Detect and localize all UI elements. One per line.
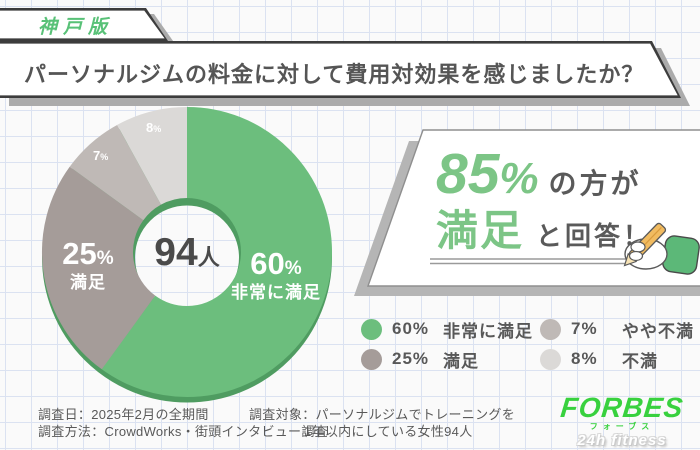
donut-segment-somewhat-dissatisfied [42,107,332,397]
legend-pct: 8% [571,349,598,368]
legend-dot-dissatisfied [540,348,561,370]
logo-kana-text: フォーブス [589,422,655,431]
logo-brand-text: FORBES [559,392,686,423]
legend-label: 満足 [443,351,479,371]
legend-pct: 7% [571,319,598,338]
legend-label: やや不満 [622,321,694,341]
header-banner-shapes [0,8,690,106]
highlight-word: 満足 [436,207,525,254]
highlight-percent: 85% [436,146,539,203]
highlight-panel [354,129,700,296]
legend-dot-somewhat-dissatisfied [540,318,561,340]
survey-method: 調査方法：CrowdWorks・街頭インタビュー調査 [38,423,328,439]
legend-label: 非常に満足 [443,321,533,341]
segment-value: 8 [146,120,154,135]
panel-face [367,129,700,287]
segment-label-somewhat-dissatisfied: 7% [93,148,108,163]
segment-name: 非常に満足 [231,282,321,302]
legend-item-very-satisfied: 60% 非常に満足 [361,317,540,342]
segment-name: 満足 [70,272,106,292]
percent-sign: % [100,152,109,162]
logo-subtitle-text: 24h fitness [577,432,667,449]
total-value: 94 [154,231,198,274]
highlight-value: 85 [436,142,500,206]
legend-item-dissatisfied: 8% 不満 [540,347,694,372]
donut-chart [42,107,332,403]
highlight-line2: 満足 と回答！ [436,210,652,253]
page-title: パーソナルジムの料金に対して費用対効果を感じましたか？ [24,62,645,87]
legend-pct: 60% [392,319,430,338]
pencil-hand-icon [623,222,700,275]
legend-label: 不満 [622,351,658,371]
segment-label-very-satisfied: 60% 非常に満足 [196,246,356,302]
highlight-suffix1: の方が [548,168,642,199]
legend-pct: 25% [392,349,430,368]
legend-dot-very-satisfied [361,318,382,340]
survey-info-right: 調査対象：パーソナルジムでトレーニングを 1年以内にしている女性94人 [249,407,515,440]
banner-face [0,43,678,96]
percent-sign: % [96,248,114,269]
highlight-suffix2: と回答！ [536,221,653,251]
segment-label-dissatisfied: 8% [146,120,161,135]
badge-face [0,10,165,39]
donut-segment-dissatisfied [42,107,332,397]
percent-sign: % [284,258,302,279]
legend-item-somewhat-dissatisfied: 7% やや不満 [540,317,694,342]
survey-target-line2: 1年以内にしている女性94人 [304,423,473,439]
total-unit: 人 [197,245,220,270]
percent-sign: % [499,154,539,203]
donut-center-total: 94人 [127,231,247,275]
survey-target-line1: 調査対象：パーソナルジムでトレーニングを [249,407,516,422]
segment-value: 25 [62,236,97,271]
brand-logo: FORBES フォーブス 24h fitness [548,392,696,449]
segment-value: 7 [93,148,101,163]
legend-item-satisfied: 25% 満足 [361,347,540,372]
chart-legend: 60% 非常に満足 25% 満足 7% やや不満 8% 不満 [361,314,694,374]
legend-dot-satisfied [361,348,382,370]
region-badge: 神戸版 [38,17,114,38]
segment-value: 60 [250,246,285,281]
percent-sign: % [153,124,162,134]
segment-label-satisfied: 25% 満足 [27,236,149,292]
survey-info-left: 調査日：2025年2月の全期間 調査方法：CrowdWorks・街頭インタビュー… [38,407,328,440]
survey-date: 調査日：2025年2月の全期間 [38,407,209,422]
highlight-line1: 85% の方が [436,146,642,203]
